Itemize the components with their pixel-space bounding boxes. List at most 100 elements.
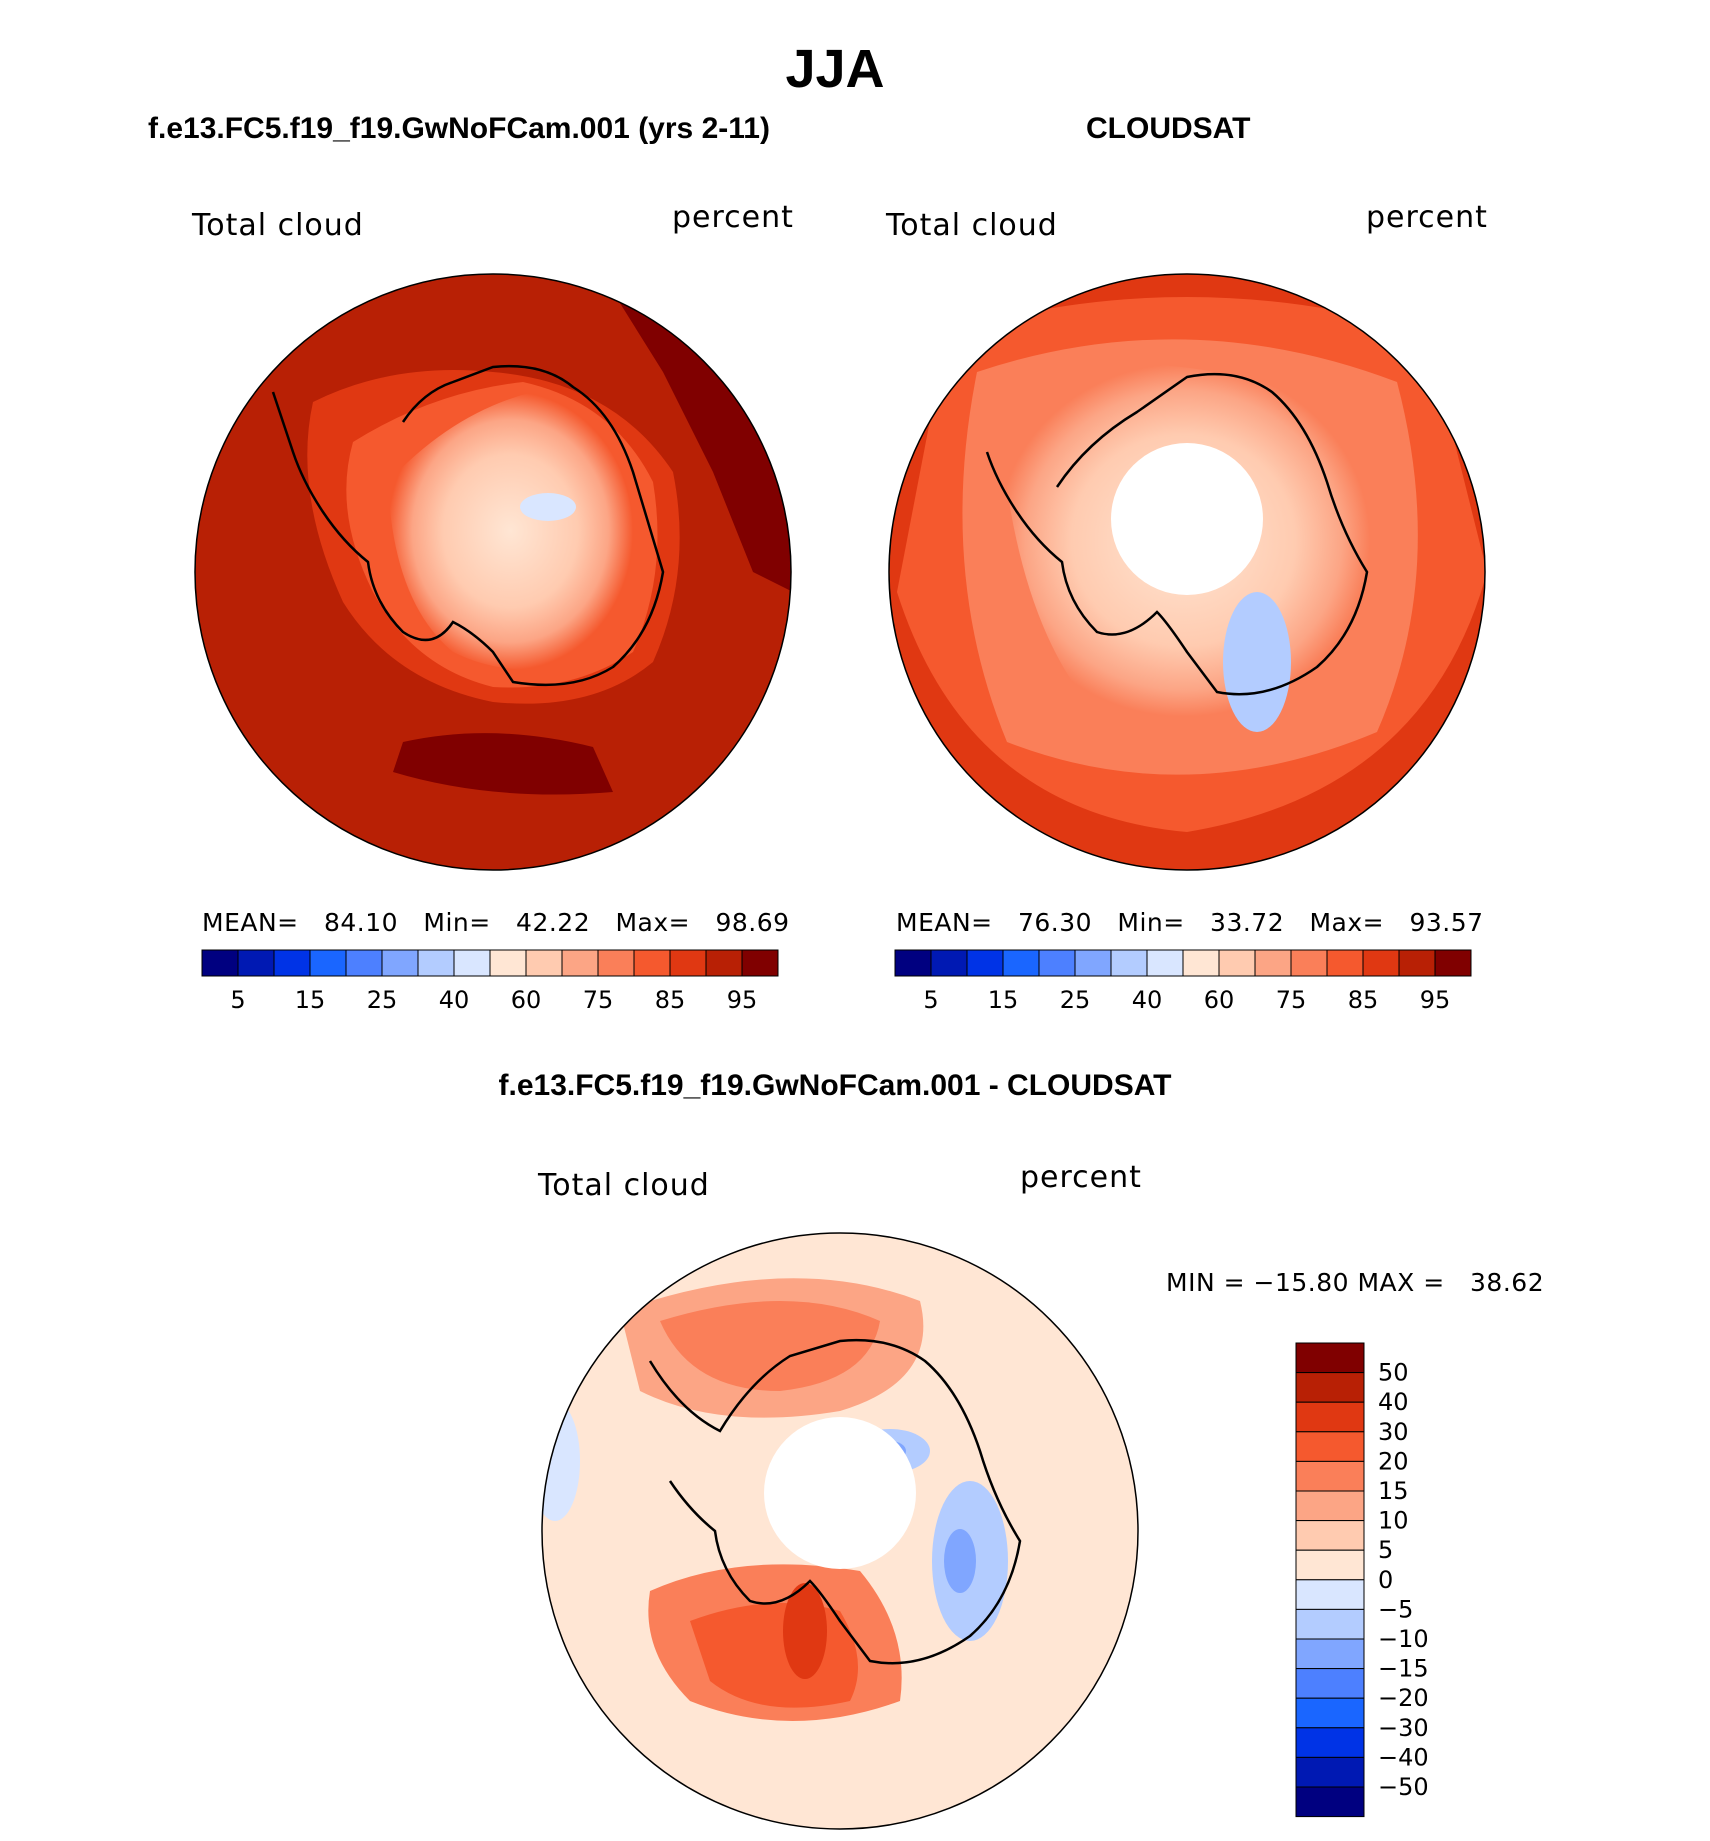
panel3-colorbar-box bbox=[1295, 1756, 1365, 1788]
panel3-colorbar-box bbox=[1295, 1786, 1365, 1818]
panel3-colorbar-box bbox=[1295, 1668, 1365, 1699]
panel1-colorbar-box bbox=[237, 949, 275, 977]
panel1-colorbar-tick-label: 75 bbox=[583, 986, 614, 1014]
panel1-colorbar-box bbox=[273, 949, 311, 977]
panel3-negative-core bbox=[944, 1529, 976, 1593]
panel1-colorbar-box bbox=[633, 949, 671, 977]
panel2-colorbar-tick-label: 85 bbox=[1348, 986, 1379, 1014]
panel2-colorbar-tick-label: 95 bbox=[1420, 986, 1451, 1014]
panel2-map-border bbox=[888, 273, 1486, 871]
panel1-colorbar-tick-label: 60 bbox=[511, 986, 542, 1014]
panel3-colorbar-tick-label: 30 bbox=[1378, 1418, 1409, 1446]
panel2-colorbar-box bbox=[1002, 949, 1040, 977]
panel3-colorbar-box bbox=[1295, 1520, 1365, 1551]
panel1-colorbar-box bbox=[597, 949, 635, 977]
panel1-colorbar-box bbox=[489, 949, 527, 977]
panel1-mean-label: MEAN= bbox=[202, 908, 299, 937]
panel1-colorbar-tick-label: 25 bbox=[367, 986, 398, 1014]
panel3-max-core bbox=[783, 1583, 827, 1679]
panel3-colorbar-tick-label: −15 bbox=[1378, 1655, 1429, 1683]
panel1-colorbar-tick-label: 5 bbox=[230, 986, 245, 1014]
panel2-colorbar-box bbox=[1398, 949, 1436, 977]
panel2-colorbar-box bbox=[1218, 949, 1256, 977]
panel1-map bbox=[194, 273, 792, 871]
panel1-colorbar-box bbox=[741, 949, 779, 977]
panel2-map bbox=[888, 273, 1486, 871]
panel1-colorbar: 5 15 25 40 60 75 85 95 bbox=[201, 949, 779, 1014]
panel1-colorbar-box bbox=[561, 949, 599, 977]
panel3-colorbar-box bbox=[1295, 1608, 1365, 1640]
panel3-colorbar-tick-label: 5 bbox=[1378, 1536, 1393, 1564]
panel2-colorbar-tick-label: 60 bbox=[1204, 986, 1235, 1014]
panel3-colorbar-tick-label: −30 bbox=[1378, 1714, 1429, 1742]
panel2-missing-data-hole bbox=[1111, 443, 1263, 595]
panel1-colorbar-box bbox=[453, 949, 491, 977]
panel3-map bbox=[541, 1232, 1139, 1830]
panel1-colorbar-tick-label: 85 bbox=[655, 986, 686, 1014]
panel2-colorbar-box bbox=[1326, 949, 1364, 977]
panel2-colorbar-box bbox=[966, 949, 1004, 977]
panel1-map-border bbox=[194, 273, 792, 871]
panel1-colorbar-box bbox=[309, 949, 347, 977]
panel3-colorbar-tick-label: −10 bbox=[1378, 1625, 1429, 1653]
panel1-colorbar-tick-label: 95 bbox=[727, 986, 758, 1014]
panel1-colorbar-box bbox=[705, 949, 743, 977]
panel3-coastline bbox=[648, 1338, 1022, 1665]
panel1-continent-field bbox=[388, 392, 633, 670]
panel3-colorbar-tick-label: 10 bbox=[1378, 1507, 1409, 1535]
panel3-missing-data-hole bbox=[764, 1417, 916, 1569]
panel2-colorbar-box bbox=[1038, 949, 1076, 977]
panel1-low-cloud-patch bbox=[520, 493, 576, 521]
panel2-colorbar-tick-label: 25 bbox=[1060, 986, 1091, 1014]
panel1-max-value: 98.69 bbox=[715, 908, 790, 937]
panel3-colorbar-box bbox=[1295, 1579, 1365, 1610]
panel1-max-region-south bbox=[393, 733, 613, 795]
panel3-colorbar-box bbox=[1295, 1431, 1365, 1462]
panel2-colorbar-box bbox=[1290, 949, 1328, 977]
panel2-colorbar-box bbox=[1146, 949, 1184, 977]
panel1-min-label: Min= bbox=[423, 908, 491, 937]
panel3-colorbar-tick-label: 50 bbox=[1378, 1359, 1409, 1387]
panel3-colorbar-tick-label: −40 bbox=[1378, 1743, 1429, 1771]
panel3-min-value: −15.80 bbox=[1253, 1268, 1350, 1297]
panel2-colorbar-tick-label: 15 bbox=[988, 986, 1019, 1014]
panel2-variable-label: Total cloud bbox=[886, 208, 1058, 243]
panel3-variable-label: Total cloud bbox=[538, 1168, 710, 1203]
panel2-min-label: Min= bbox=[1117, 908, 1185, 937]
panel1-min-value: 42.22 bbox=[516, 908, 591, 937]
panel2-colorbar-box bbox=[1182, 949, 1220, 977]
panel2-colorbar-tick-label: 5 bbox=[923, 986, 938, 1014]
panel2-units-label: percent bbox=[1366, 200, 1488, 235]
panel3-colorbar-box bbox=[1295, 1697, 1365, 1729]
panel3-colorbar-box bbox=[1295, 1727, 1365, 1758]
panel3-colorbar-tick-label: 0 bbox=[1378, 1566, 1393, 1594]
panel3-title: f.e13.FC5.f19_f19.GwNoFCam.001 - CLOUDSA… bbox=[498, 1069, 1172, 1102]
panel2-colorbar-tick-label: 75 bbox=[1276, 986, 1307, 1014]
panel3-max-label: MAX = bbox=[1357, 1268, 1445, 1297]
panel1-colorbar-box bbox=[201, 949, 239, 977]
figure-title: JJA bbox=[785, 39, 885, 99]
panel3-stats: MIN = −15.80 MAX = 38.62 bbox=[1166, 1268, 1544, 1297]
panel1-mean-value: 84.10 bbox=[323, 908, 399, 937]
panel2-low-cloud-patch bbox=[1223, 592, 1291, 732]
panel3-colorbar-tick-label: −20 bbox=[1378, 1684, 1429, 1712]
panel2-stats: MEAN= 76.30 Min= 33.72 Max= 93.57 bbox=[896, 908, 1484, 937]
panel3-colorbar-tick-label: 15 bbox=[1378, 1477, 1409, 1505]
panel1-colorbar-box bbox=[381, 949, 419, 977]
panel3-colorbar-box bbox=[1295, 1401, 1365, 1433]
panel3-max-value: 38.62 bbox=[1470, 1268, 1545, 1297]
panel2-coastline bbox=[985, 372, 1369, 696]
panel1-colorbar-box bbox=[345, 949, 383, 977]
panel2-colorbar-box bbox=[1110, 949, 1148, 977]
panel1-units-label: percent bbox=[672, 200, 794, 235]
panel2-max-value: 93.57 bbox=[1409, 908, 1484, 937]
panel1-variable-label: Total cloud bbox=[192, 208, 364, 243]
panel1-colorbar-tick-label: 15 bbox=[295, 986, 326, 1014]
panel1-colorbar-tick-label: 40 bbox=[439, 986, 470, 1014]
panel1-colorbar-box bbox=[669, 949, 707, 977]
panel2-colorbar-tick-label: 40 bbox=[1132, 986, 1163, 1014]
panel2-colorbar-box bbox=[1434, 949, 1472, 977]
panel2-colorbar-box bbox=[1362, 949, 1400, 977]
panel3-colorbar-tick-label: 20 bbox=[1378, 1447, 1409, 1475]
